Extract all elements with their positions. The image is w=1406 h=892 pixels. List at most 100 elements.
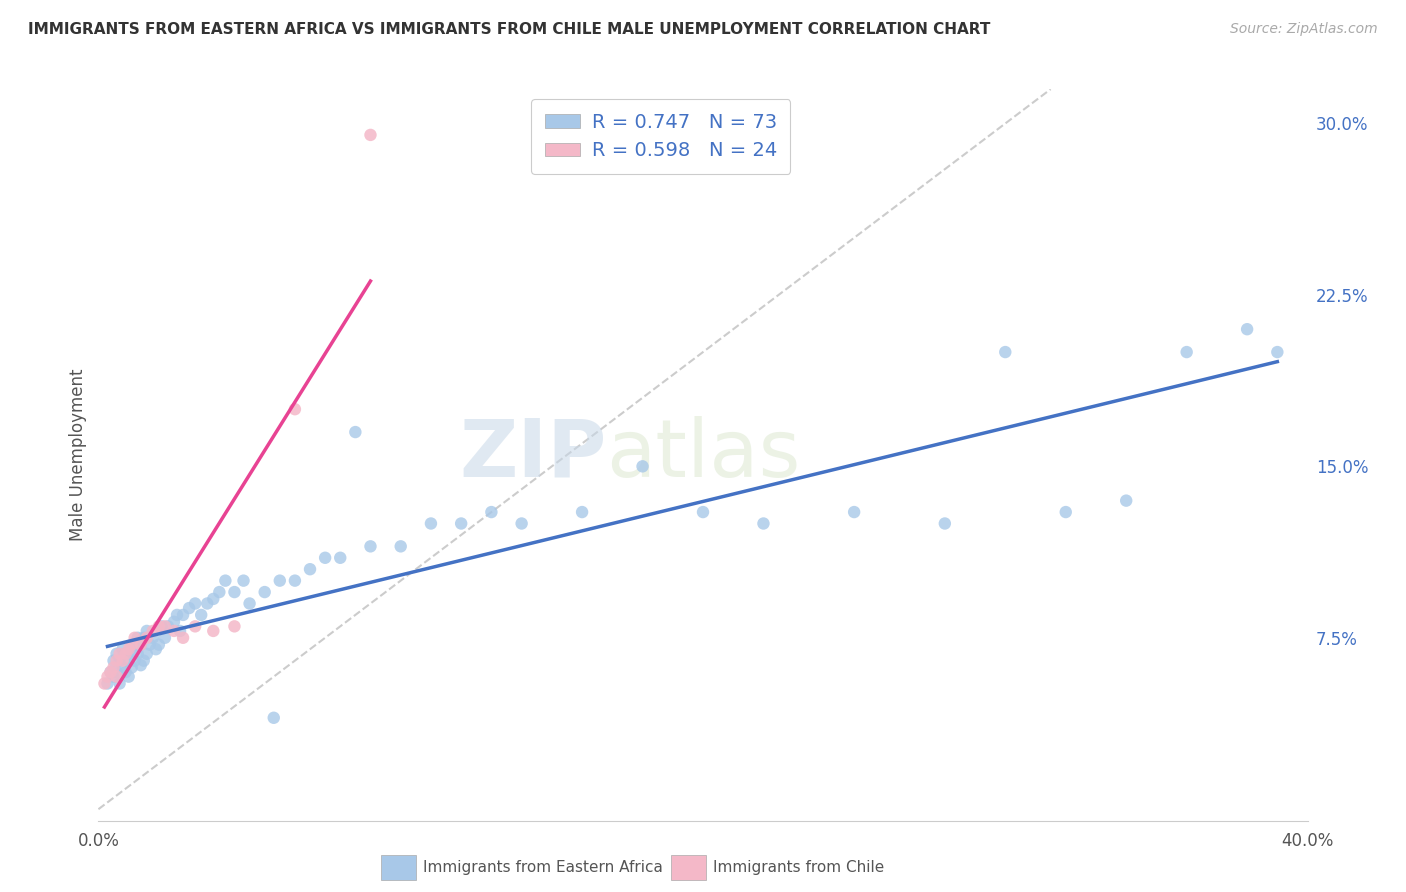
Point <box>224 619 246 633</box>
Point <box>139 638 162 652</box>
Point <box>114 647 136 661</box>
Point <box>571 505 593 519</box>
Point <box>124 631 146 645</box>
Point <box>150 619 173 633</box>
Point <box>329 550 352 565</box>
Point <box>132 631 155 645</box>
Point <box>121 638 143 652</box>
Point <box>299 562 322 576</box>
Point <box>93 676 115 690</box>
Point <box>344 425 367 439</box>
Point <box>631 459 654 474</box>
Point <box>163 624 186 638</box>
Point <box>100 665 122 679</box>
Point <box>360 128 382 142</box>
Point <box>994 345 1017 359</box>
Point <box>208 585 231 599</box>
Point <box>114 665 136 679</box>
Point <box>108 647 131 661</box>
Point <box>314 550 336 565</box>
Point <box>118 642 141 657</box>
Point <box>114 647 136 661</box>
Y-axis label: Male Unemployment: Male Unemployment <box>69 368 87 541</box>
Point <box>124 638 146 652</box>
Point <box>481 505 503 519</box>
Point <box>179 601 201 615</box>
Point <box>129 658 152 673</box>
Point <box>129 638 152 652</box>
Point <box>1054 505 1077 519</box>
Point <box>202 591 225 606</box>
Point <box>844 505 866 519</box>
Point <box>111 660 134 674</box>
Text: Immigrants from Eastern Africa: Immigrants from Eastern Africa <box>423 860 662 874</box>
Point <box>132 654 155 668</box>
Text: ZIP: ZIP <box>458 416 606 494</box>
Point <box>111 642 134 657</box>
Point <box>172 631 194 645</box>
Point <box>108 654 131 668</box>
Point <box>232 574 254 588</box>
Point <box>153 631 176 645</box>
Point <box>103 670 125 684</box>
Point <box>145 642 167 657</box>
Point <box>195 597 218 611</box>
Point <box>142 631 165 645</box>
Point <box>100 665 122 679</box>
Point <box>1115 493 1137 508</box>
Point <box>202 624 225 638</box>
Point <box>190 607 212 622</box>
Point <box>166 607 188 622</box>
Point <box>121 660 143 674</box>
Point <box>284 402 307 417</box>
Point <box>103 654 125 668</box>
Point <box>184 619 207 633</box>
Point <box>103 660 125 674</box>
Point <box>263 711 285 725</box>
Point <box>284 574 307 588</box>
Point <box>934 516 956 531</box>
Point <box>163 615 186 629</box>
Point <box>135 647 157 661</box>
Point <box>105 670 128 684</box>
Point <box>127 631 149 645</box>
Point <box>105 665 128 679</box>
Point <box>105 654 128 668</box>
Text: IMMIGRANTS FROM EASTERN AFRICA VS IMMIGRANTS FROM CHILE MALE UNEMPLOYMENT CORREL: IMMIGRANTS FROM EASTERN AFRICA VS IMMIGR… <box>28 22 990 37</box>
Point <box>224 585 246 599</box>
Point <box>135 631 157 645</box>
Point <box>118 670 141 684</box>
Point <box>239 597 262 611</box>
Point <box>510 516 533 531</box>
Point <box>692 505 714 519</box>
Point <box>253 585 276 599</box>
Point <box>105 647 128 661</box>
Point <box>156 619 179 633</box>
Point <box>118 654 141 668</box>
Point <box>269 574 291 588</box>
Point <box>1236 322 1258 336</box>
Point <box>214 574 236 588</box>
Point <box>111 654 134 668</box>
Point <box>96 670 118 684</box>
Point <box>108 676 131 690</box>
Point <box>135 624 157 638</box>
Point <box>184 597 207 611</box>
Text: Source: ZipAtlas.com: Source: ZipAtlas.com <box>1230 22 1378 37</box>
Legend: R = 0.747   N = 73, R = 0.598   N = 24: R = 0.747 N = 73, R = 0.598 N = 24 <box>531 99 790 174</box>
Point <box>169 624 191 638</box>
Point <box>420 516 443 531</box>
Point <box>360 539 382 553</box>
Point <box>172 607 194 622</box>
Point <box>752 516 775 531</box>
Point <box>450 516 472 531</box>
Point <box>129 638 152 652</box>
Point <box>127 647 149 661</box>
Point <box>148 619 170 633</box>
Point <box>96 676 118 690</box>
Point <box>389 539 412 553</box>
Point <box>124 654 146 668</box>
Point <box>142 624 165 638</box>
Point <box>153 619 176 633</box>
Point <box>148 638 170 652</box>
